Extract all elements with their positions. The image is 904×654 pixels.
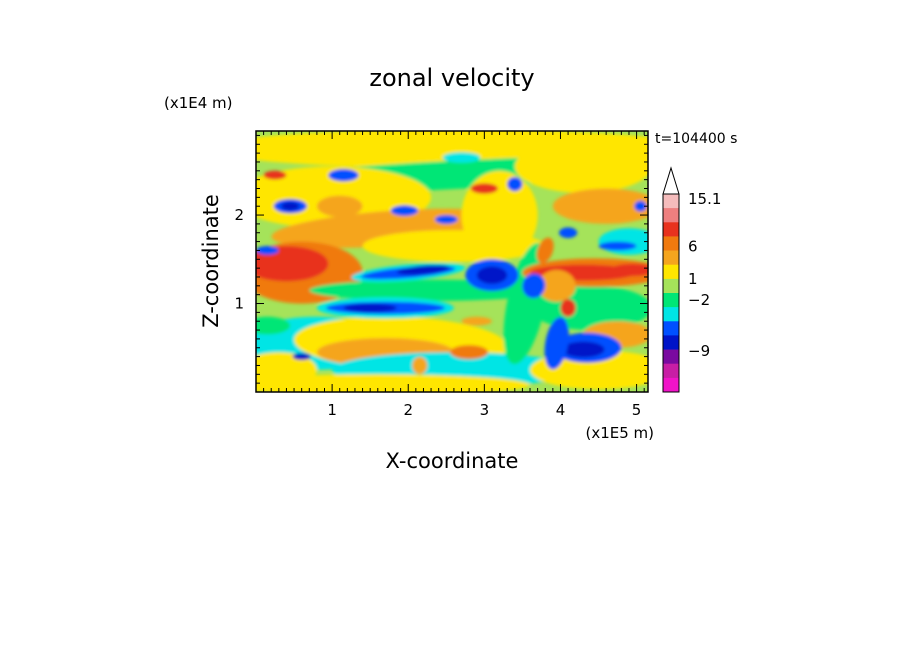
field-contour-14	[461, 170, 538, 260]
y-ticks: 12	[234, 134, 648, 393]
field-contour-53	[559, 227, 578, 238]
time-label: t=104400 s	[655, 131, 737, 147]
colorbar-frame	[662, 193, 680, 393]
y-scale-label: (x1E4 m)	[164, 94, 233, 112]
colorbar-arrow	[662, 166, 680, 195]
field-contour-18	[598, 228, 648, 255]
field-contour-38	[562, 341, 605, 358]
field-contour-48	[256, 316, 291, 335]
colorbar-swatch	[663, 307, 679, 322]
colorbar-swatch	[663, 264, 679, 280]
colorbar-label: 6	[688, 237, 698, 255]
x-tick-label: 4	[556, 401, 566, 419]
x-tick-label: 3	[480, 401, 490, 419]
field-contour-49	[442, 152, 481, 163]
colorbar: 15.1 6 1 −2 −9	[662, 166, 721, 393]
field-contour-35	[476, 266, 508, 285]
field-contour-51	[470, 183, 498, 194]
field-contour-26	[256, 253, 298, 275]
field-contour-55	[450, 345, 489, 360]
plot-frame	[255, 130, 649, 393]
field-contour-59	[461, 316, 492, 326]
field-contour-24	[537, 269, 576, 302]
field-contour-41	[281, 201, 300, 211]
field-contour-52	[598, 241, 637, 251]
plot-area	[256, 131, 648, 392]
x-tick-label: 1	[327, 401, 337, 419]
field-contour-16	[514, 139, 648, 193]
colorbar-label: 1	[688, 270, 698, 288]
colorbar-swatch	[663, 194, 679, 209]
colorbar-label: 15.1	[688, 190, 721, 208]
colorbar-swatch	[663, 335, 679, 350]
x-ticks: 1 2 3 4 5	[255, 131, 645, 419]
field-contour-36	[522, 273, 546, 299]
field-contour-33	[343, 303, 397, 313]
x-axis-label: X-coordinate	[386, 449, 519, 473]
colorbar-swatch	[663, 278, 679, 294]
chart-title: zonal velocity	[369, 64, 534, 92]
field-contour-11	[256, 374, 530, 392]
x-tick-label: 5	[632, 401, 642, 419]
field-contour-27	[316, 195, 363, 217]
field-contour-47	[434, 215, 458, 224]
field-contour-43	[390, 205, 419, 216]
y-axis-label: Z-coordinate	[199, 194, 223, 328]
field-contour-50	[507, 177, 523, 192]
field-contour-42	[328, 169, 359, 182]
colorbar-swatch	[663, 293, 679, 308]
field-contour-30	[396, 264, 451, 275]
colorbar-swatch	[663, 236, 679, 251]
field-contour-45	[256, 246, 279, 255]
field-contour-54	[634, 200, 647, 212]
field-contour-46	[292, 353, 311, 361]
y-tick-label: 1	[234, 295, 244, 313]
velocity-field	[256, 131, 648, 392]
y-tick-label: 2	[234, 206, 244, 224]
colorbar-label: −2	[688, 291, 710, 309]
x-scale-label: (x1E5 m)	[585, 424, 654, 442]
colorbar-label: −9	[688, 342, 710, 360]
field-contour-56	[536, 237, 554, 264]
field-contour-25	[610, 263, 648, 277]
x-tick-label: 2	[403, 401, 413, 419]
colorbar-swatch	[663, 349, 679, 365]
colorbar-swatch	[663, 321, 679, 336]
field-contour-58	[412, 356, 428, 375]
field-contour-39	[544, 317, 569, 370]
colorbar-swatch	[663, 377, 679, 393]
colorbar-swatch	[663, 222, 679, 237]
colorbar-swatch	[663, 363, 679, 379]
colorbar-swatch	[663, 208, 679, 223]
field-contour-17	[552, 188, 648, 224]
field-contour-57	[560, 299, 576, 317]
colorbar-swatch	[663, 250, 679, 266]
field-contour-44	[263, 170, 287, 180]
